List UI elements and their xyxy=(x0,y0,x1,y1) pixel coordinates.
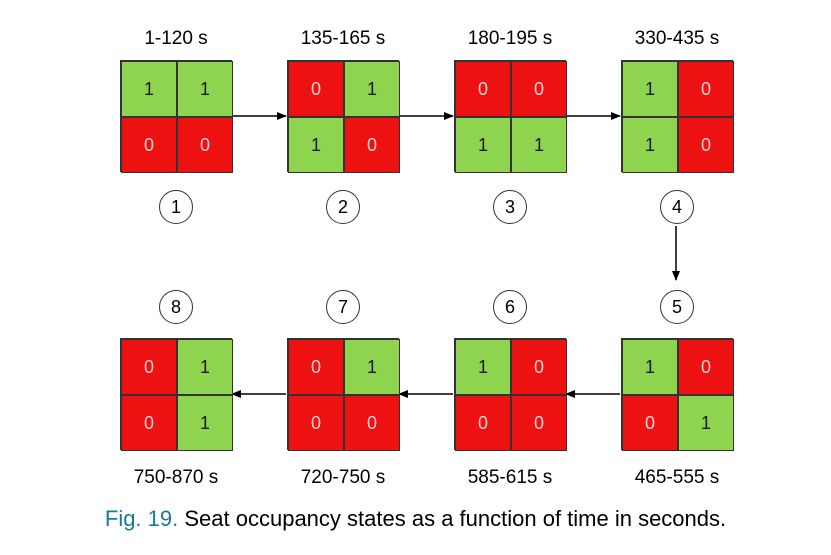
seat-cell: 0 xyxy=(288,339,344,395)
seat-cell: 1 xyxy=(678,395,734,451)
seat-cell: 1 xyxy=(622,117,678,173)
time-label-3: 180-195 s xyxy=(467,28,553,49)
seat-grid-5: 1 0 0 1 xyxy=(621,338,734,451)
seat-cell: 0 xyxy=(288,395,344,451)
seat-cell: 0 xyxy=(344,117,400,173)
state-number-6: 6 xyxy=(493,290,527,324)
state-number-8: 8 xyxy=(159,290,193,324)
seat-cell: 0 xyxy=(511,61,567,117)
seat-grid-1: 1 1 0 0 xyxy=(120,60,233,173)
seat-cell: 1 xyxy=(511,117,567,173)
time-label-8: 750-870 s xyxy=(133,467,219,488)
seat-cell: 0 xyxy=(678,61,734,117)
seat-cell: 0 xyxy=(121,117,177,173)
seat-cell: 1 xyxy=(622,339,678,395)
seat-cell: 0 xyxy=(455,395,511,451)
time-label-6: 585-615 s xyxy=(467,467,553,488)
state-number-1: 1 xyxy=(159,190,193,224)
seat-cell: 0 xyxy=(511,395,567,451)
seat-cell: 0 xyxy=(344,395,400,451)
seat-grid-8: 0 1 0 1 xyxy=(120,338,233,451)
seat-cell: 1 xyxy=(177,395,233,451)
state-number-5: 5 xyxy=(660,290,694,324)
seat-grid-3: 0 0 1 1 xyxy=(454,60,567,173)
figure-caption: Fig. 19. Seat occupancy states as a func… xyxy=(0,506,831,532)
seat-cell: 1 xyxy=(622,61,678,117)
seat-cell: 1 xyxy=(288,117,344,173)
seat-cell: 0 xyxy=(177,117,233,173)
time-label-2: 135-165 s xyxy=(300,28,386,49)
state-number-3: 3 xyxy=(493,190,527,224)
seat-cell: 1 xyxy=(121,61,177,117)
seat-cell: 1 xyxy=(177,339,233,395)
seat-grid-2: 0 1 1 0 xyxy=(287,60,400,173)
seat-cell: 1 xyxy=(455,117,511,173)
time-label-5: 465-555 s xyxy=(634,467,720,488)
seat-grid-4: 1 0 1 0 xyxy=(621,60,734,173)
seat-cell: 1 xyxy=(344,61,400,117)
seat-cell: 1 xyxy=(344,339,400,395)
seat-cell: 0 xyxy=(678,339,734,395)
seat-cell: 0 xyxy=(622,395,678,451)
seat-cell: 1 xyxy=(177,61,233,117)
seat-cell: 0 xyxy=(121,339,177,395)
seat-cell: 0 xyxy=(455,61,511,117)
time-label-7: 720-750 s xyxy=(300,467,386,488)
seat-grid-6: 1 0 0 0 xyxy=(454,338,567,451)
state-number-7: 7 xyxy=(326,290,360,324)
seat-grid-7: 0 1 0 0 xyxy=(287,338,400,451)
figure-number: Fig. 19. xyxy=(104,506,179,531)
time-label-4: 330-435 s xyxy=(634,28,720,49)
time-label-1: 1-120 s xyxy=(144,28,208,49)
seat-cell: 0 xyxy=(288,61,344,117)
seat-cell: 0 xyxy=(511,339,567,395)
seat-cell: 0 xyxy=(678,117,734,173)
state-number-2: 2 xyxy=(326,190,360,224)
seat-cell: 1 xyxy=(455,339,511,395)
seat-cell: 0 xyxy=(121,395,177,451)
caption-text: Seat occupancy states as a function of t… xyxy=(184,506,727,531)
state-number-4: 4 xyxy=(660,190,694,224)
